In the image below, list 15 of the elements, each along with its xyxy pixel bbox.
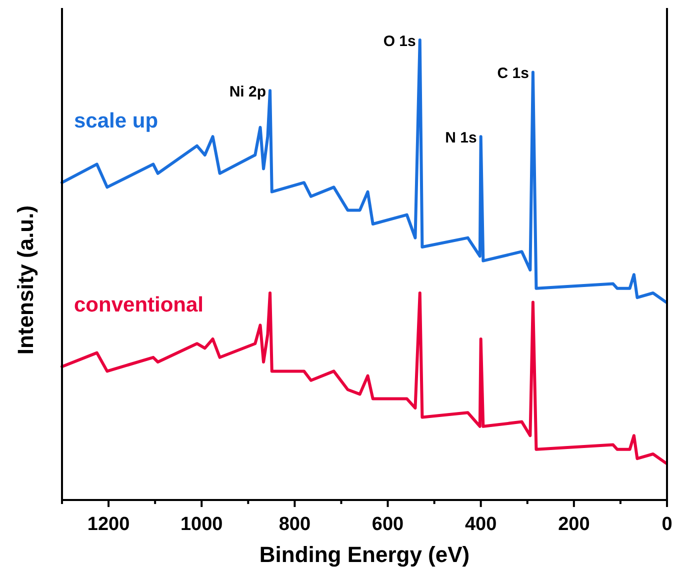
annotation: C 1s — [497, 65, 529, 82]
annotation: N 1s — [445, 130, 477, 147]
x-tick-label: 800 — [278, 514, 311, 535]
x-tick-label: 0 — [662, 514, 672, 535]
x-tick-label: 600 — [372, 514, 404, 535]
annotation: O 1s — [383, 33, 416, 50]
x-tick-label: 200 — [558, 514, 590, 535]
series-label: conventional — [74, 294, 204, 317]
series-label: scale up — [74, 110, 158, 133]
annotation: Ni 2p — [229, 84, 266, 101]
x-tick-label: 1200 — [87, 514, 130, 535]
x-axis-title: Binding Energy (eV) — [259, 542, 470, 567]
x-tick-label: 1000 — [180, 514, 223, 535]
x-tick-label: 400 — [464, 514, 497, 535]
y-axis-title: Intensity (a.u.) — [13, 205, 38, 355]
